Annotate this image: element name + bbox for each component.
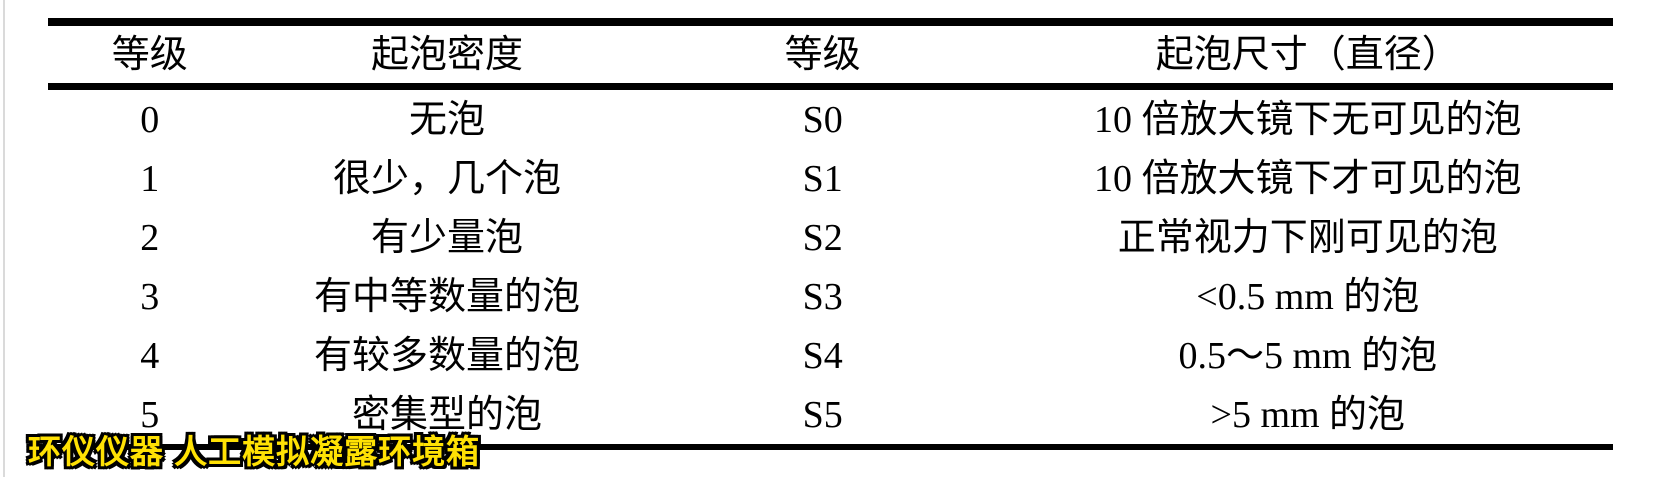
watermark-banner: 环仪仪器 人工模拟凝露环境箱: [28, 433, 481, 470]
table-row: 0 无泡 S0 10 倍放大镜下无可见的泡: [48, 90, 1613, 149]
table-row: 3 有中等数量的泡 S3 <0.5 mm 的泡: [48, 267, 1613, 326]
size-cell: 正常视力下刚可见的泡: [1117, 216, 1498, 259]
grade-cell: 5: [140, 393, 160, 436]
size-cell: 0.5～5 mm 的泡: [1178, 334, 1438, 377]
s-grade-cell: S4: [802, 334, 843, 377]
grade-cell: 4: [140, 334, 160, 377]
density-cell: 很少，几个泡: [333, 157, 562, 200]
s-grade-cell: S5: [802, 393, 843, 436]
table-row: 2 有少量泡 S2 正常视力下刚可见的泡: [48, 208, 1613, 267]
density-cell: 有少量泡: [371, 216, 524, 259]
header-s-grade: 等级: [784, 33, 861, 76]
density-cell: 有较多数量的泡: [314, 334, 581, 377]
table-row: 1 很少，几个泡 S1 10 倍放大镜下才可见的泡: [48, 149, 1613, 208]
table-row: 5 密集型的泡 S5 >5 mm 的泡: [48, 385, 1613, 444]
grade-cell: 3: [140, 275, 160, 318]
grade-cell: 0: [140, 98, 160, 141]
table-top-rule: [48, 18, 1613, 26]
bubble-rating-table: 等级 起泡密度 等级 起泡尺寸（直径） 0 无泡 S0 10 倍放大镜下无可见的…: [48, 18, 1613, 450]
grade-cell: 1: [140, 157, 160, 200]
size-cell: >5 mm 的泡: [1210, 393, 1406, 436]
size-cell: 10 倍放大镜下无可见的泡: [1094, 98, 1522, 141]
s-grade-cell: S1: [802, 157, 843, 200]
density-cell: 有中等数量的泡: [314, 275, 581, 318]
size-cell: <0.5 mm 的泡: [1196, 275, 1420, 318]
table-header-row: 等级 起泡密度 等级 起泡尺寸（直径）: [48, 26, 1613, 83]
grade-cell: 2: [140, 216, 160, 259]
table-row: 4 有较多数量的泡 S4 0.5～5 mm 的泡: [48, 326, 1613, 385]
header-size: 起泡尺寸（直径）: [1155, 33, 1460, 76]
header-grade: 等级: [111, 33, 188, 76]
s-grade-cell: S3: [802, 275, 843, 318]
table-bottom-rule: [48, 444, 1613, 450]
size-cell: 10 倍放大镜下才可见的泡: [1094, 157, 1522, 200]
density-cell: 密集型的泡: [352, 393, 543, 436]
page-edge-line: [3, 0, 5, 477]
table-header-rule: [48, 83, 1613, 90]
density-cell: 无泡: [409, 98, 486, 141]
s-grade-cell: S2: [802, 216, 843, 259]
header-density: 起泡密度: [371, 33, 524, 76]
s-grade-cell: S0: [802, 98, 843, 141]
